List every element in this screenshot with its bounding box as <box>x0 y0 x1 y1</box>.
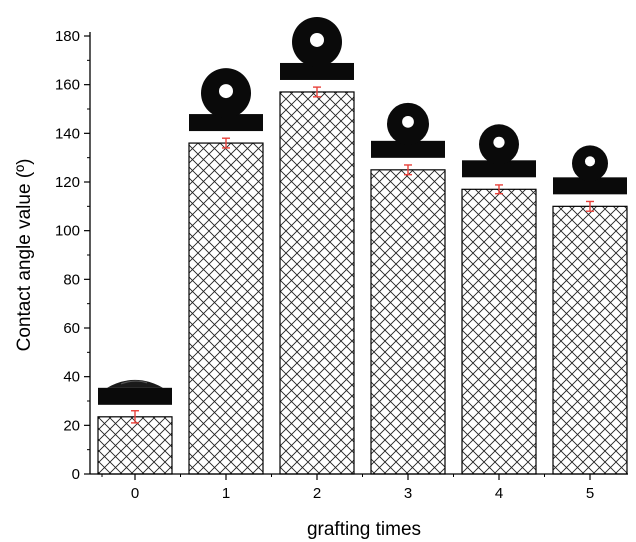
y-tick-label-40: 40 <box>63 369 80 386</box>
bar-0 <box>97 416 173 475</box>
error-bar-3 <box>404 164 412 176</box>
y-tick-label-160: 160 <box>55 77 80 94</box>
droplet-insets-layer <box>98 16 627 405</box>
y-tick-label-180: 180 <box>55 28 80 45</box>
x-tick-label-1: 1 <box>222 485 230 502</box>
droplet-inset-3 <box>371 102 445 158</box>
y-tick-label-60: 60 <box>63 320 80 337</box>
x-tick-label-5: 5 <box>586 485 594 502</box>
bar-3 <box>370 169 446 475</box>
bar-4 <box>461 188 537 475</box>
bar-1 <box>188 142 264 475</box>
x-tick-label-4: 4 <box>495 485 503 502</box>
error-bars-layer <box>131 86 594 424</box>
droplet-inset-5 <box>553 145 627 195</box>
error-bar-5 <box>586 200 594 212</box>
y-tick-label-0: 0 <box>72 466 80 483</box>
x-tick-label-0: 0 <box>131 485 139 502</box>
x-tick-label-2: 2 <box>313 485 321 502</box>
y-tick-label-120: 120 <box>55 174 80 191</box>
bar-2 <box>279 91 355 475</box>
y-axis-title: Contact angle value (º) <box>14 159 35 352</box>
error-bar-1 <box>222 137 230 149</box>
droplet-inset-2 <box>280 16 354 80</box>
y-tick-label-80: 80 <box>63 271 80 288</box>
error-bar-0 <box>131 410 139 424</box>
y-tick-label-100: 100 <box>55 223 80 240</box>
y-tick-label-140: 140 <box>55 125 80 142</box>
y-tick-label-20: 20 <box>63 417 80 434</box>
droplet-inset-1 <box>189 68 263 132</box>
x-tick-label-3: 3 <box>404 485 412 502</box>
error-bar-2 <box>313 86 321 98</box>
x-axis-title: grafting times <box>307 519 421 540</box>
bars-layer <box>97 91 628 475</box>
droplet-inset-0 <box>98 379 172 405</box>
error-bar-4 <box>495 184 503 195</box>
bar-5 <box>552 205 628 475</box>
droplet-inset-4 <box>462 124 536 178</box>
axes-layer: 0 20 40 60 80 100 120 140 160 180 0 1 2 3 4 5 <box>55 28 628 502</box>
